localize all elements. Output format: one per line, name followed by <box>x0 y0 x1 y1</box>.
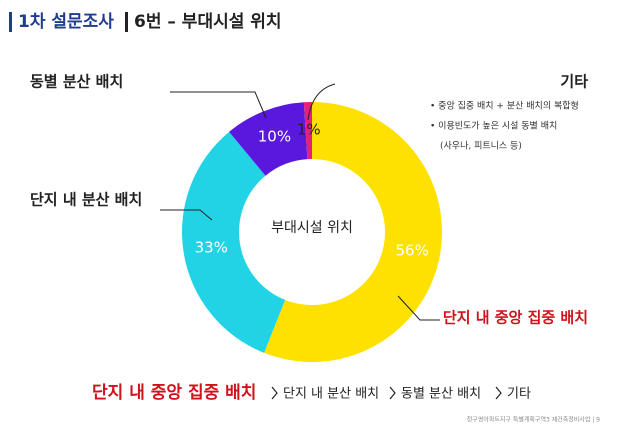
donut-segment <box>264 102 442 362</box>
leader-line <box>307 83 336 121</box>
value-label: 33% <box>195 238 228 256</box>
header-divider <box>125 12 128 32</box>
header-bar <box>9 12 12 32</box>
summary-item: 동별 분산 배치 <box>401 387 481 402</box>
note-line: (사우나, 피트니스 등) <box>440 141 522 152</box>
summary-item: 단지 내 중앙 집중 배치 <box>92 383 256 403</box>
category-label: 기타 <box>560 73 588 91</box>
category-label: 단지 내 중앙 집중 배치 <box>443 309 588 327</box>
header-section: 1차 설문조사 <box>18 12 114 32</box>
summary-item: 단지 내 분산 배치 <box>283 387 379 402</box>
category-label: 동별 분산 배치 <box>30 73 123 91</box>
value-label: 56% <box>396 242 429 260</box>
footer: 청구영아파트지구 특별계획구역3 재건축정비사업 | 9 <box>467 416 600 424</box>
leader-line <box>160 209 213 221</box>
category-label: 단지 내 분산 배치 <box>30 191 142 209</box>
summary-item: 기타 <box>507 387 531 402</box>
chevron <box>389 386 396 400</box>
chevron <box>271 386 278 400</box>
note-line: • 중앙 집중 배치 + 분산 배치의 복합형 <box>430 100 579 112</box>
leader-line <box>170 91 267 119</box>
donut-segment <box>182 131 286 353</box>
center-label: 부대시설 위치 <box>271 220 353 236</box>
donut-segment <box>229 102 308 176</box>
donut-segment <box>303 102 312 160</box>
header-title: 6번 – 부대시설 위치 <box>134 12 282 32</box>
chevron <box>495 386 502 400</box>
note-line: • 이용빈도가 높은 시설 동별 배치 <box>430 120 557 132</box>
leader-line <box>397 295 440 321</box>
value-label: 1% <box>297 121 321 139</box>
value-label: 10% <box>258 128 291 146</box>
donut-chart: 56% 33% 10% 1% 부대시설 위치 <box>182 102 442 362</box>
